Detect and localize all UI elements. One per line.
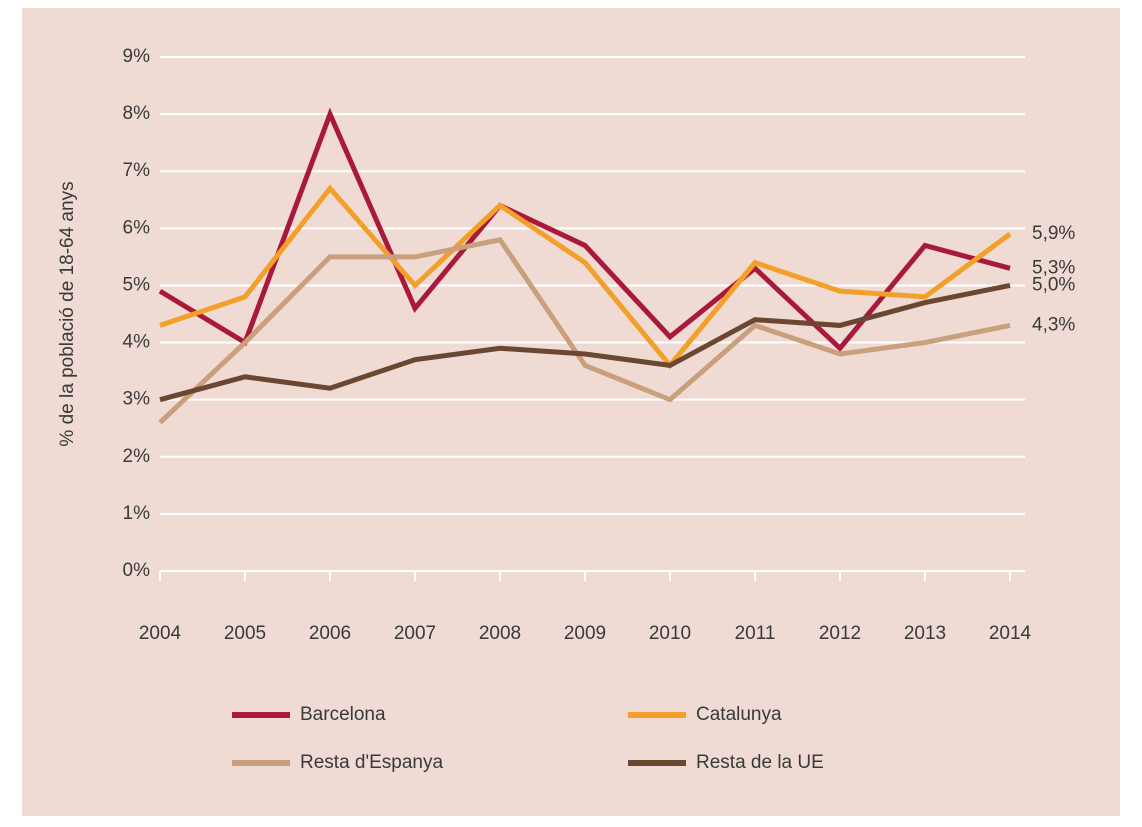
x-tick-label: 2011 <box>735 623 776 644</box>
y-tick-label: 7% <box>123 160 151 181</box>
y-tick-label: 5% <box>123 274 151 295</box>
y-tick-label: 0% <box>123 560 151 581</box>
panel <box>22 8 1120 816</box>
y-tick-label: 3% <box>123 389 151 410</box>
x-tick-label: 2004 <box>139 623 182 644</box>
x-tick-label: 2010 <box>649 623 691 644</box>
end-label: 5,0% <box>1032 274 1075 295</box>
y-tick-label: 6% <box>123 217 151 238</box>
legend-label: Catalunya <box>696 704 782 725</box>
x-tick-label: 2012 <box>819 623 861 644</box>
end-label: 4,3% <box>1032 314 1075 335</box>
y-axis-label: % de la població de 18-64 anys <box>57 181 78 446</box>
series-line <box>158 236 1011 425</box>
y-tick-label: 4% <box>123 332 151 353</box>
end-label: 5,9% <box>1032 223 1075 244</box>
y-tick-label: 1% <box>123 503 151 524</box>
x-tick-label: 2006 <box>309 623 351 644</box>
y-tick-label: 8% <box>123 103 151 124</box>
legend-label: Resta de la UE <box>696 752 824 773</box>
x-tick-label: 2007 <box>394 623 436 644</box>
legend-label: Barcelona <box>300 704 386 725</box>
x-tick-label: 2008 <box>479 623 521 644</box>
series-line <box>158 107 1011 352</box>
y-tick-label: 2% <box>123 446 151 467</box>
x-tick-label: 2009 <box>564 623 606 644</box>
series-line <box>159 282 1011 403</box>
y-tick-label: 9% <box>123 46 151 67</box>
x-tick-label: 2013 <box>904 623 946 644</box>
legend-label: Resta d'Espanya <box>300 752 443 773</box>
x-tick-label: 2005 <box>224 623 266 644</box>
end-label: 5,3% <box>1032 257 1075 278</box>
x-tick-label: 2014 <box>989 623 1032 644</box>
series-line <box>159 184 1012 370</box>
